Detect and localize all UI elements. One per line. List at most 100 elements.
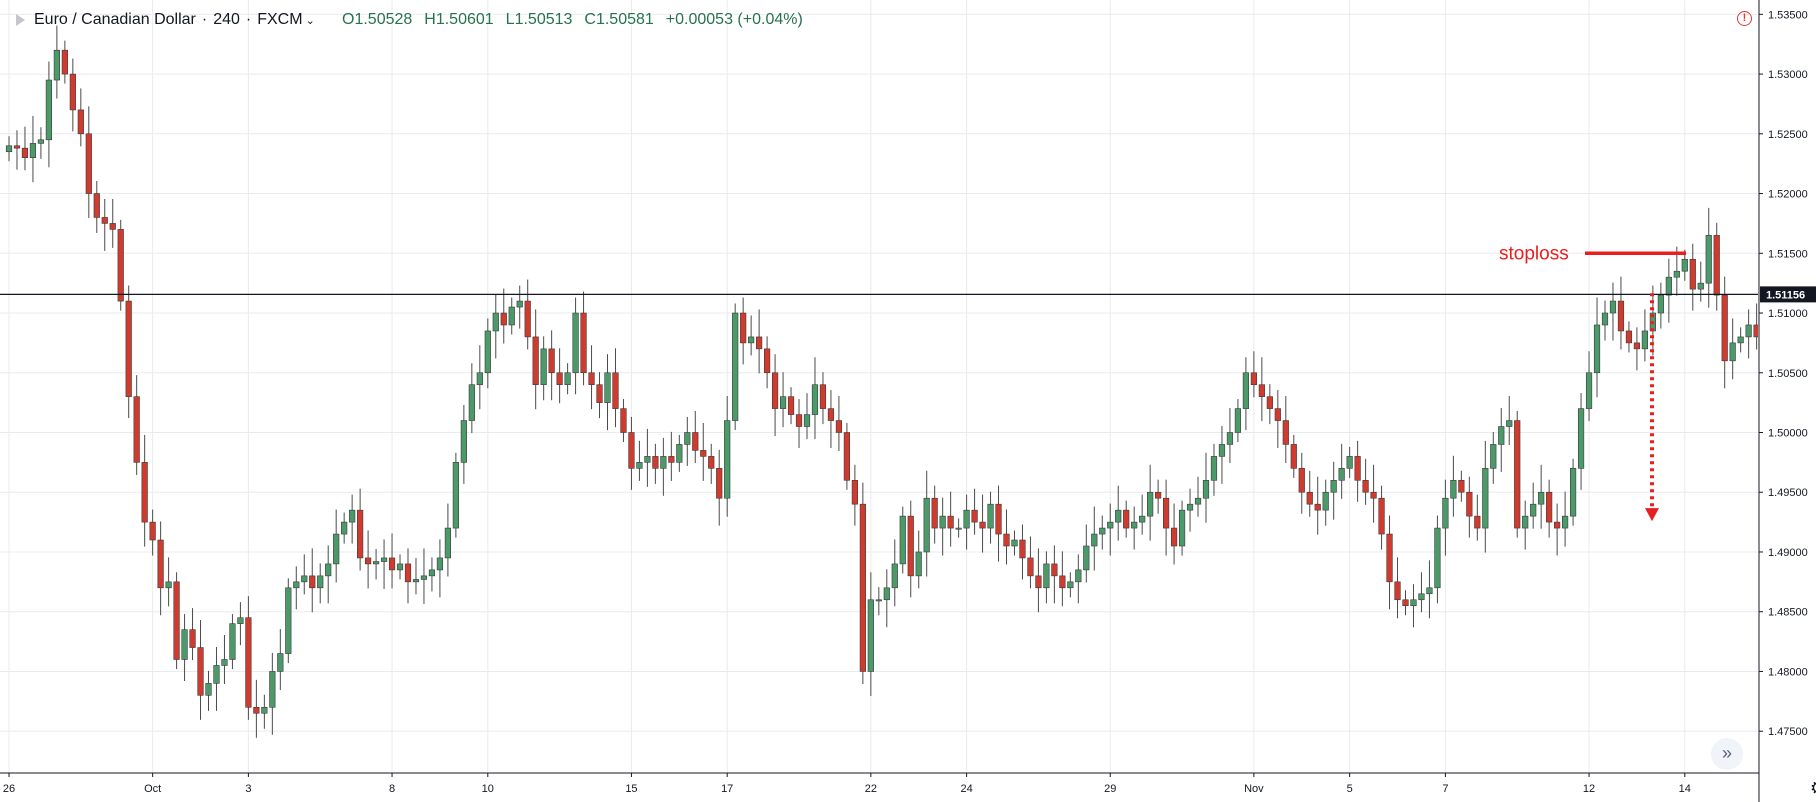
- candle-body: [1115, 509, 1122, 523]
- candle-body: [165, 581, 172, 589]
- candle-body: [1242, 372, 1249, 409]
- candle-body: [756, 336, 763, 350]
- time-tick-label: 10: [482, 783, 494, 795]
- candle-body: [1250, 372, 1257, 386]
- candle-body: [867, 599, 874, 672]
- candle-body: [684, 432, 691, 445]
- candle-body: [1562, 515, 1569, 529]
- candle-body: [556, 372, 563, 386]
- candle-body: [819, 384, 827, 409]
- candle-body: [380, 557, 388, 562]
- candle-body: [1346, 456, 1353, 469]
- time-tick-label: 29: [1104, 783, 1116, 795]
- candle-body: [157, 539, 164, 589]
- interval-label[interactable]: 240: [213, 11, 240, 28]
- candle-body: [1282, 420, 1289, 445]
- candle-body: [979, 521, 986, 529]
- candle-body: [1657, 294, 1664, 314]
- candle-body: [1530, 503, 1537, 517]
- low-value: L1.50513: [505, 11, 573, 28]
- level-price-label: 1.51156: [1766, 289, 1805, 301]
- candle-body: [612, 372, 619, 409]
- price-tick-label: 1.51000: [1768, 308, 1808, 320]
- candle-body: [1458, 479, 1465, 493]
- candle-body: [245, 617, 252, 708]
- candle-body: [1474, 515, 1481, 529]
- candle-body: [724, 420, 731, 499]
- candle-body: [1051, 563, 1058, 577]
- time-tick-label: 22: [865, 783, 877, 795]
- candle-body: [5, 145, 13, 153]
- candle-body: [811, 384, 819, 415]
- price-axis-background: [1758, 0, 1816, 802]
- candle-body: [61, 49, 68, 75]
- candle-body: [301, 575, 308, 583]
- candle-body: [732, 312, 739, 421]
- candle-body: [532, 336, 539, 386]
- candle-body: [1466, 491, 1473, 517]
- candle-body: [859, 503, 866, 672]
- price-tick-label: 1.49000: [1768, 547, 1808, 559]
- change-value: +0.00053 (+0.04%): [665, 11, 803, 28]
- candle-body: [971, 509, 978, 523]
- chevron-down-icon[interactable]: ⌄: [305, 14, 315, 27]
- candle-body: [237, 617, 244, 624]
- candle-body: [29, 143, 37, 159]
- alert-icon[interactable]: !: [1737, 11, 1752, 26]
- candle-body: [1170, 527, 1178, 547]
- scroll-to-realtime-button[interactable]: »: [1711, 738, 1743, 770]
- candle-body: [133, 396, 140, 463]
- candle-body: [1697, 282, 1704, 290]
- candle-body: [1601, 312, 1609, 326]
- candle-body: [1498, 426, 1505, 445]
- candle-body: [412, 579, 420, 583]
- time-tick-label: 8: [389, 783, 395, 795]
- candle-body: [676, 444, 683, 463]
- time-tick-label: Oct: [144, 783, 161, 795]
- candle-body: [325, 563, 332, 577]
- candle-body: [1258, 384, 1265, 397]
- candle-body: [77, 109, 84, 135]
- candle-body: [1338, 468, 1345, 481]
- candle-body: [907, 515, 914, 577]
- candle-body: [1147, 491, 1154, 517]
- stoploss-label: stoploss: [1499, 243, 1569, 264]
- candle-body: [372, 561, 380, 565]
- candle-body: [500, 312, 507, 326]
- candle-body: [1163, 497, 1170, 529]
- candle-body: [444, 527, 452, 559]
- candle-body: [1442, 497, 1449, 529]
- candle-body: [835, 420, 843, 433]
- candle-body: [955, 527, 962, 530]
- candle-body: [1035, 575, 1042, 589]
- candle-body: [1426, 587, 1433, 595]
- candle-body: [109, 223, 116, 230]
- symbol-header[interactable]: Euro / Canadian Dollar · 240 · FXCM ⌄: [0, 9, 315, 31]
- candle-body: [404, 563, 412, 583]
- candle-body: [987, 503, 994, 529]
- candle-body: [1506, 420, 1513, 427]
- candle-body: [883, 587, 890, 601]
- candle-body: [333, 533, 340, 565]
- candle-body: [181, 629, 188, 660]
- candle-body: [1522, 515, 1529, 529]
- candle-body: [1721, 294, 1728, 362]
- gear-icon[interactable]: ⚙: [1809, 779, 1816, 797]
- candle-body: [923, 497, 930, 553]
- candle-body: [1490, 444, 1497, 469]
- candle-body: [588, 372, 595, 386]
- candle-body: [652, 456, 659, 469]
- candle-body: [1075, 569, 1082, 583]
- candle-body: [1306, 491, 1313, 505]
- price-tick-label: 1.53500: [1768, 9, 1808, 21]
- candle-body: [452, 462, 459, 529]
- candle-body: [692, 432, 699, 451]
- candle-body: [771, 372, 779, 409]
- candle-body: [995, 503, 1002, 535]
- candle-body: [21, 147, 29, 159]
- candle-body: [388, 557, 396, 571]
- candle-body: [93, 193, 100, 218]
- candle-body: [1043, 563, 1050, 589]
- candle-body: [1099, 527, 1106, 535]
